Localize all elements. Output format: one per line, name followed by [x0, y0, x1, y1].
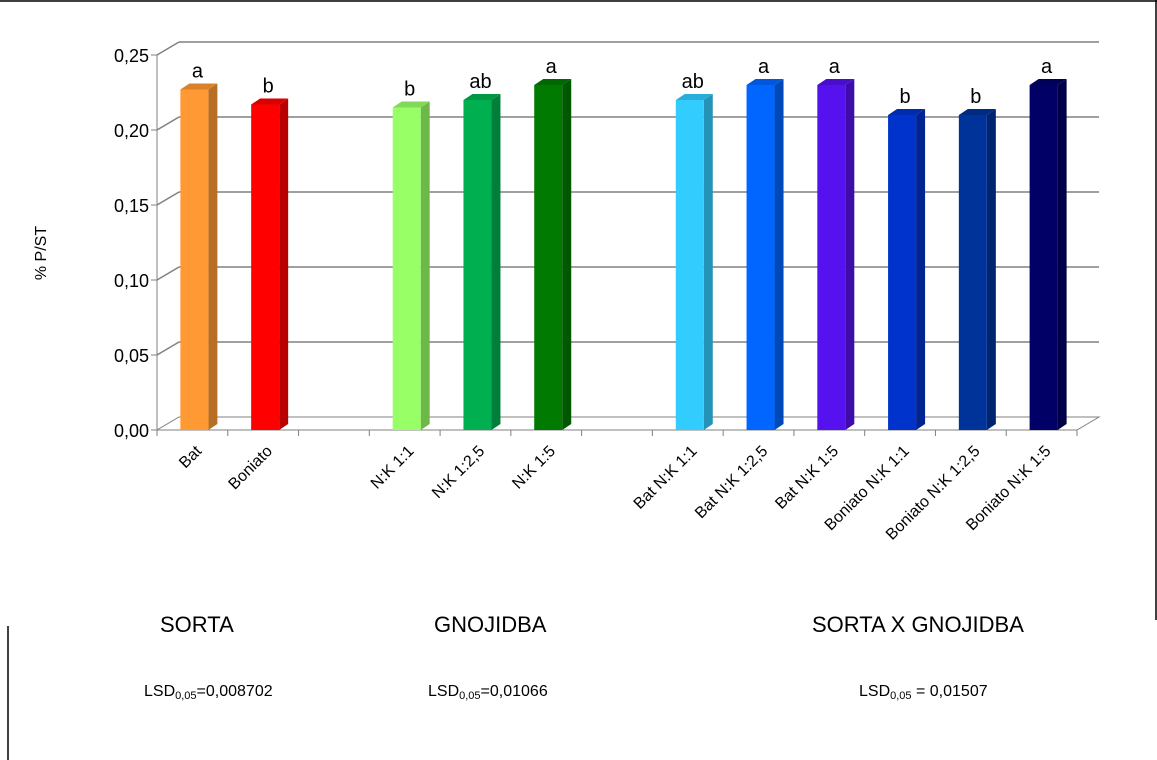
bar-side — [916, 109, 926, 430]
significance-letter: ab — [682, 71, 704, 93]
significance-letter: ab — [469, 71, 491, 93]
y-tick-label: 0,05 — [114, 346, 149, 366]
lsd-label: LSD — [428, 683, 460, 700]
bar-side — [279, 98, 289, 430]
bar-top — [817, 79, 855, 85]
lsd-subscript: 0,05 — [459, 690, 481, 702]
bar — [463, 100, 492, 430]
bar-top — [888, 109, 926, 115]
significance-letter: a — [1041, 56, 1053, 78]
bar-top — [251, 98, 289, 105]
bar-top — [1029, 79, 1067, 85]
lsd-label: LSD — [144, 683, 176, 700]
lsd-gnojidba: LSD0,05=0,01066 — [428, 683, 548, 702]
y-axis-label: % P/ST — [33, 226, 50, 280]
bar — [817, 85, 846, 430]
lsd-subscript: 0,05 — [890, 690, 912, 702]
chart-plot: 0,00 0,05 0,10 0,15 0,20 0,25 a Bat b Boniato b N:K… — [114, 41, 1101, 544]
bar-side — [774, 79, 784, 430]
significance-letter: a — [829, 56, 841, 78]
bar — [746, 85, 775, 430]
group-label-gnojidba: GNOJIDBA — [434, 612, 547, 637]
y-tick-label: 0,20 — [114, 121, 149, 141]
gridline-depth — [156, 341, 180, 356]
group-label-sorta-x-gnojidba: SORTA X GNOJIDBA — [812, 612, 1024, 637]
x-tick-label: Boniato — [226, 443, 276, 493]
y-tick-label: 0,10 — [114, 271, 149, 291]
significance-letter: a — [546, 56, 558, 78]
bar — [534, 85, 563, 430]
bar — [958, 115, 987, 430]
gridline-depth — [156, 191, 180, 206]
x-tick-label: N:K 1:5 — [509, 443, 559, 493]
lsd-value: =0,008702 — [196, 683, 273, 700]
lsd-value: =0,01066 — [480, 683, 548, 700]
significance-letter: b — [900, 86, 911, 108]
bar — [392, 107, 421, 430]
bar-side — [208, 83, 218, 430]
bar-top — [392, 101, 430, 108]
x-tick-label: Bat N:K 1:1 — [631, 443, 701, 513]
significance-letter: b — [970, 86, 981, 108]
bar-side — [703, 94, 713, 430]
bar — [180, 89, 209, 430]
x-tick-label: N:K 1:2,5 — [429, 443, 488, 502]
bar-side — [845, 79, 855, 430]
gridline-depth — [156, 41, 180, 56]
significance-letter: b — [404, 79, 415, 101]
bar — [251, 104, 280, 430]
bar-top — [675, 94, 713, 100]
lsd-sorta-x-gnojidba: LSD0,05 = 0,01507 — [859, 683, 988, 702]
x-tick-label: Bat N:K 1:5 — [772, 443, 842, 513]
bar-side — [986, 109, 996, 430]
bar — [888, 115, 917, 430]
bar-top — [534, 79, 572, 85]
bar-top — [180, 83, 218, 90]
group-label-sorta: SORTA — [160, 612, 234, 637]
bar-side — [1057, 79, 1067, 430]
lsd-subscript: 0,05 — [175, 690, 197, 702]
bar — [1029, 85, 1058, 430]
bar-side — [420, 101, 430, 430]
significance-letter: b — [263, 76, 274, 98]
y-tick-label: 0,15 — [114, 196, 149, 216]
bar-top — [958, 109, 996, 115]
bar-side — [491, 94, 501, 430]
bar-top — [463, 94, 501, 100]
significance-letter: a — [192, 61, 204, 83]
y-tick-label: 0,25 — [114, 46, 149, 66]
significance-letter: a — [758, 56, 770, 78]
gridline-depth — [156, 116, 180, 131]
bar-top — [746, 79, 784, 85]
lsd-value: = 0,01507 — [911, 683, 988, 700]
lsd-sorta: LSD0,05=0,008702 — [144, 683, 273, 702]
x-tick-label: N:K 1:1 — [368, 443, 418, 493]
lsd-label: LSD — [859, 683, 891, 700]
y-tick-label: 0,00 — [114, 421, 149, 441]
bar-side — [562, 79, 572, 430]
x-tick-label: Bat N:K 1:2,5 — [692, 443, 771, 522]
x-tick-label: Bat — [176, 442, 205, 471]
plot-floor — [155, 416, 1101, 431]
gridline-depth — [156, 266, 180, 281]
bar — [675, 100, 704, 430]
